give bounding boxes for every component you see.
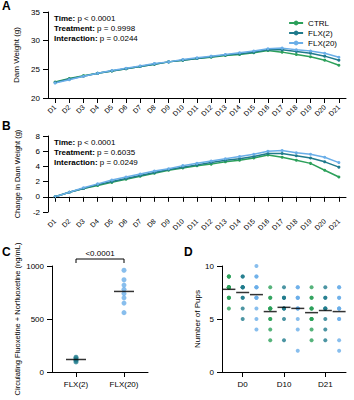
svg-text:10: 10 bbox=[205, 262, 214, 271]
svg-text:500: 500 bbox=[31, 315, 45, 324]
svg-text:1000: 1000 bbox=[26, 262, 44, 271]
svg-text:0: 0 bbox=[36, 192, 41, 201]
svg-text:D2: D2 bbox=[60, 103, 71, 114]
svg-text:Treatment:: Treatment: bbox=[54, 148, 95, 157]
svg-text:D11: D11 bbox=[186, 103, 200, 117]
svg-text:D18: D18 bbox=[285, 217, 299, 231]
svg-text:Change in Dam Weight (g): Change in Dam Weight (g) bbox=[13, 129, 22, 218]
svg-text:D21: D21 bbox=[327, 217, 341, 231]
svg-text:D2: D2 bbox=[60, 217, 71, 228]
svg-text:30: 30 bbox=[31, 36, 40, 45]
svg-text:D10: D10 bbox=[171, 103, 185, 117]
svg-text:8: 8 bbox=[36, 132, 41, 141]
svg-text:Number of Pups: Number of Pups bbox=[193, 290, 202, 348]
svg-text:D3: D3 bbox=[75, 217, 86, 228]
svg-text:D16: D16 bbox=[256, 103, 270, 117]
svg-text:D19: D19 bbox=[299, 103, 313, 117]
svg-text:0: 0 bbox=[210, 368, 215, 377]
svg-text:Interaction:: Interaction: bbox=[54, 158, 98, 167]
svg-text:D14: D14 bbox=[228, 217, 242, 231]
svg-text:D21: D21 bbox=[327, 103, 341, 117]
svg-text:D0: D0 bbox=[238, 380, 249, 389]
svg-text:D21: D21 bbox=[318, 380, 333, 389]
svg-text:D12: D12 bbox=[200, 103, 214, 117]
svg-text:25: 25 bbox=[31, 65, 40, 74]
svg-text:p = 0.0249: p = 0.0249 bbox=[98, 158, 139, 167]
svg-text:D9: D9 bbox=[160, 103, 171, 114]
svg-text:D16: D16 bbox=[256, 217, 270, 231]
svg-text:D7: D7 bbox=[131, 103, 142, 114]
svg-text:D10: D10 bbox=[171, 217, 185, 231]
svg-text:D1: D1 bbox=[46, 103, 57, 114]
svg-text:Time:: Time: bbox=[54, 14, 75, 23]
svg-text:Circulating Fluoxetine + Norfl: Circulating Fluoxetine + Norfluoxetine (… bbox=[13, 242, 22, 395]
svg-text:D5: D5 bbox=[103, 217, 114, 228]
svg-text:D18: D18 bbox=[285, 103, 299, 117]
svg-text:5: 5 bbox=[210, 315, 215, 324]
svg-text:D15: D15 bbox=[242, 217, 256, 231]
svg-text:FLX(2): FLX(2) bbox=[308, 29, 333, 38]
svg-text:Treatment:: Treatment: bbox=[54, 24, 95, 33]
svg-text:D14: D14 bbox=[228, 103, 242, 117]
svg-text:FLX(2): FLX(2) bbox=[64, 380, 89, 389]
svg-text:D20: D20 bbox=[313, 217, 327, 231]
svg-text:20: 20 bbox=[31, 94, 40, 103]
svg-text:D17: D17 bbox=[271, 217, 285, 231]
svg-text:4: 4 bbox=[36, 162, 41, 171]
svg-text:Time:: Time: bbox=[54, 138, 75, 147]
svg-text:CTRL: CTRL bbox=[308, 19, 329, 28]
svg-text:D15: D15 bbox=[242, 103, 256, 117]
svg-text:D10: D10 bbox=[277, 380, 292, 389]
svg-text:35: 35 bbox=[31, 8, 40, 17]
svg-text:<0.0001: <0.0001 bbox=[85, 249, 115, 258]
svg-text:D4: D4 bbox=[89, 103, 100, 114]
svg-text:D9: D9 bbox=[160, 217, 171, 228]
svg-text:D8: D8 bbox=[146, 217, 157, 228]
svg-text:D6: D6 bbox=[117, 103, 128, 114]
svg-text:Dam Weight (g): Dam Weight (g) bbox=[12, 27, 21, 83]
svg-text:p < 0.0001: p < 0.0001 bbox=[75, 14, 116, 23]
svg-text:2: 2 bbox=[36, 177, 41, 186]
svg-text:D6: D6 bbox=[117, 217, 128, 228]
svg-text:D5: D5 bbox=[103, 103, 114, 114]
svg-text:D1: D1 bbox=[46, 217, 57, 228]
svg-text:0: 0 bbox=[40, 368, 45, 377]
svg-text:Interaction:: Interaction: bbox=[54, 34, 98, 43]
svg-text:D: D bbox=[184, 245, 193, 259]
svg-text:FLX(20): FLX(20) bbox=[308, 39, 337, 48]
svg-text:D17: D17 bbox=[271, 103, 285, 117]
svg-text:p = 0.6035: p = 0.6035 bbox=[95, 148, 136, 157]
svg-text:D13: D13 bbox=[214, 217, 228, 231]
svg-text:p = 0.9998: p = 0.9998 bbox=[95, 24, 136, 33]
svg-text:C: C bbox=[2, 245, 11, 259]
svg-text:D12: D12 bbox=[200, 217, 214, 231]
svg-text:p < 0.0001: p < 0.0001 bbox=[75, 138, 116, 147]
svg-text:-2: -2 bbox=[33, 208, 41, 217]
svg-text:6: 6 bbox=[36, 147, 41, 156]
svg-text:D4: D4 bbox=[89, 217, 100, 228]
svg-text:D3: D3 bbox=[75, 103, 86, 114]
svg-text:D7: D7 bbox=[131, 217, 142, 228]
svg-text:D19: D19 bbox=[299, 217, 313, 231]
svg-text:p = 0.0244: p = 0.0244 bbox=[98, 34, 139, 43]
svg-text:B: B bbox=[2, 119, 11, 133]
svg-text:FLX(20): FLX(20) bbox=[110, 380, 139, 389]
svg-text:D13: D13 bbox=[214, 103, 228, 117]
svg-text:D8: D8 bbox=[146, 103, 157, 114]
svg-text:D20: D20 bbox=[313, 103, 327, 117]
svg-text:A: A bbox=[2, 0, 11, 13]
svg-text:D11: D11 bbox=[186, 217, 200, 231]
